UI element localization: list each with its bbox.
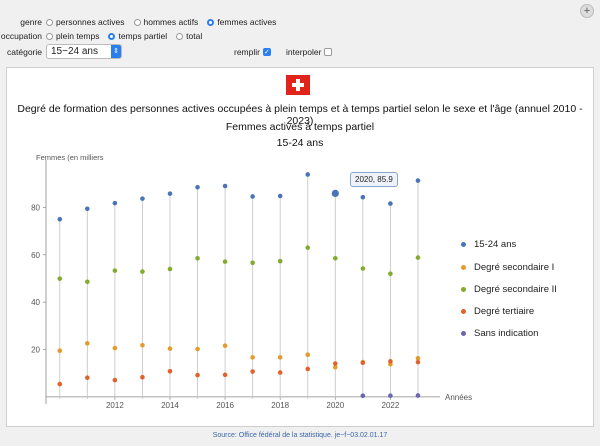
radio-icon[interactable] [176,32,184,40]
chart-subtitle-2: 15-24 ans [276,137,324,149]
genre-option-personnes[interactable]: personnes actives [46,17,125,27]
occupation-option-partiel[interactable]: temps partiel [108,31,167,41]
occupation-row: occupation plein temps temps partiel tot… [0,31,211,41]
data-tooltip: 2020, 85.9 [350,172,398,187]
chart-subtitle: Femmes actives à temps partiel [225,121,375,133]
genre-option-femmes[interactable]: femmes actives [207,17,276,27]
occupation-label: occupation [0,31,42,41]
chart-title: Degré de formation des personnes actives… [17,103,583,127]
y-axis-label: Femmes (en milliers [36,153,104,162]
swiss-flag-icon [286,75,310,95]
legend-item-secondaire-2: Degré secondaire II [461,284,557,295]
remplir-row: remplir ✓ [234,47,271,57]
radio-icon[interactable] [46,32,53,40]
legend-marker [461,265,466,270]
legend-item-tertiaire: Degré tertiaire [461,306,534,317]
genre-label: genre [20,17,42,27]
radio-selected-icon[interactable] [108,32,116,40]
categorie-label: catégorie [7,46,42,57]
interpoler-checkbox[interactable] [324,48,333,56]
radio-selected-icon[interactable] [207,18,215,26]
radio-icon[interactable] [133,18,141,26]
legend-marker [461,309,466,314]
remplir-checkbox[interactable]: ✓ [262,48,271,56]
occupation-option-total[interactable]: total [176,31,202,41]
genre-option-hommes[interactable]: hommes actifs [133,17,198,27]
legend-item-15-24: 15-24 ans [461,239,516,250]
legend-marker [461,287,466,292]
radio-icon[interactable] [46,18,53,26]
legend-item-secondaire-1: Degré secondaire I [461,262,554,273]
legend-marker [461,242,466,247]
expand-icon[interactable]: + [580,4,594,18]
legend-item-sans-indication: Sans indication [461,328,538,339]
updown-icon[interactable]: ⇕ [111,45,121,58]
occupation-option-plein[interactable]: plein temps [46,31,99,41]
remplir-label: remplir [234,47,260,57]
source-link[interactable]: Source: Office fédéral de la statistique… [212,432,388,439]
interpoler-label: interpoler [286,47,322,57]
categorie-select[interactable]: 15−24 ans ⇕ [46,44,122,59]
interpoler-row: interpoler [286,47,333,57]
plot-panel [6,67,594,427]
legend-marker [461,331,466,336]
categorie-row: catégorie 15−24 ans ⇕ [0,44,122,59]
genre-row: genre personnes actives hommes actifs fe… [0,17,285,27]
